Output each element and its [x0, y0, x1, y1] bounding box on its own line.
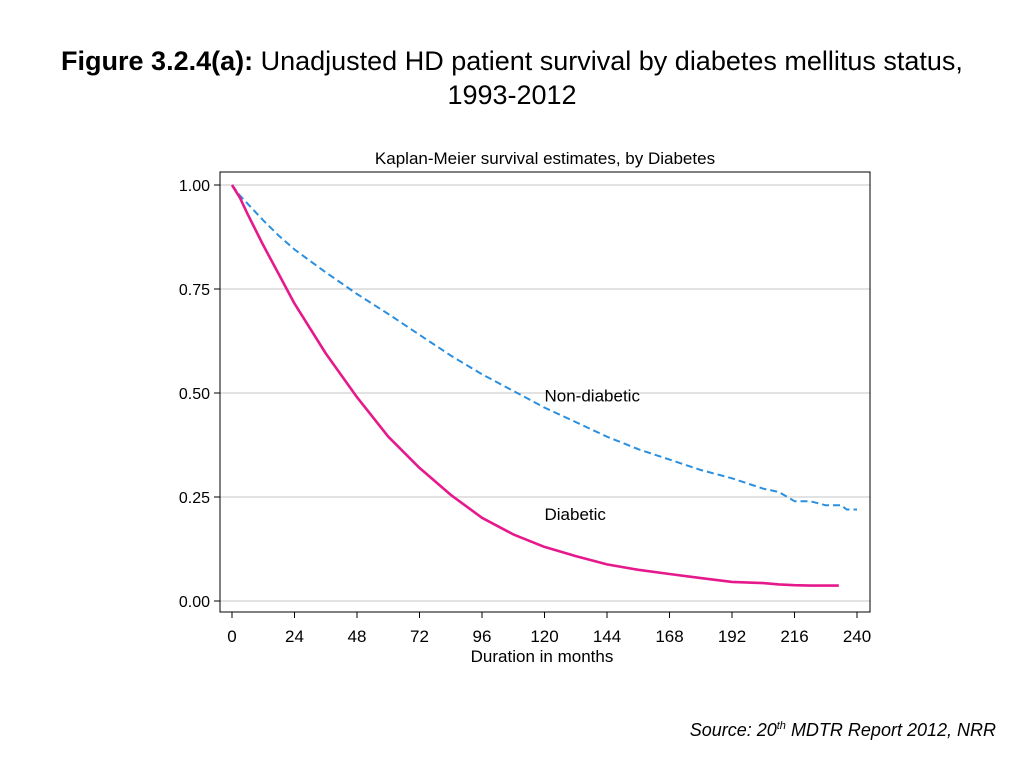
x-tick-label: 240: [843, 627, 871, 646]
x-tick-label: 48: [348, 627, 367, 646]
source-superscript: th: [776, 720, 786, 732]
x-tick-label: 0: [227, 627, 236, 646]
chart-title: Kaplan-Meier survival estimates, by Diab…: [375, 149, 715, 168]
source-note: Source: 20th MDTR Report 2012, NRR: [690, 720, 996, 741]
y-tick-label: 0.50: [179, 386, 210, 403]
x-tick-label: 144: [593, 627, 621, 646]
x-tick-label: 72: [410, 627, 429, 646]
annotation-diabetic: Diabetic: [545, 505, 607, 524]
series-line-non-diabetic: [231, 184, 857, 511]
x-tick-label: 216: [780, 627, 808, 646]
figure-label: Figure 3.2.4(a):: [61, 46, 254, 76]
y-tick-label: 1.00: [179, 178, 210, 195]
figure-title-text: Unadjusted HD patient survival by diabet…: [253, 46, 963, 110]
y-tick-label: 0.25: [179, 490, 210, 507]
y-tick-label: 0.75: [179, 282, 210, 299]
annotation-non-diabetic: Non-diabetic: [545, 386, 641, 405]
x-tick-label: 96: [473, 627, 492, 646]
figure-title: Figure 3.2.4(a): Unadjusted HD patient s…: [60, 44, 964, 112]
x-axis-label: Duration in months: [471, 647, 614, 666]
source-suffix: MDTR Report 2012, NRR: [785, 720, 996, 740]
x-tick-label: 168: [655, 627, 683, 646]
series-line-diabetic: [230, 184, 839, 587]
x-tick-label: 120: [530, 627, 558, 646]
source-prefix: Source: 20: [689, 720, 777, 740]
y-tick-label: 0.00: [179, 594, 210, 611]
x-tick-label: 24: [285, 627, 304, 646]
x-tick-label: 192: [718, 627, 746, 646]
